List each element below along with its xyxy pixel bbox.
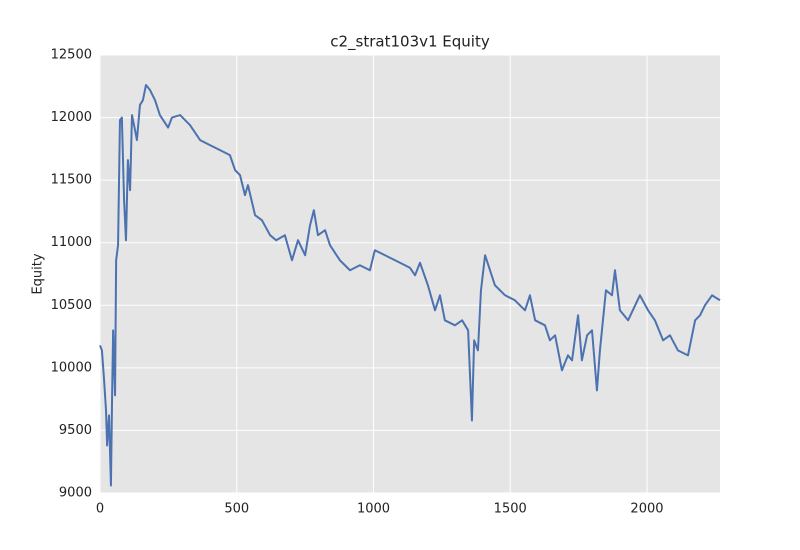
equity-line — [99, 84, 721, 487]
x-tick-label: 500 — [224, 502, 249, 517]
y-tick-label: 12000 — [51, 110, 92, 125]
y-axis-label: Equity — [31, 253, 46, 294]
x-tick-label: 1000 — [357, 502, 390, 517]
y-tick-label: 11000 — [51, 235, 92, 250]
y-tick-label: 9000 — [59, 486, 92, 501]
x-tick-label: 2000 — [630, 502, 663, 517]
y-tick-label: 10000 — [51, 360, 92, 375]
plot-area — [100, 55, 720, 493]
x-tick-label: 1500 — [494, 502, 527, 517]
y-tick-label: 10500 — [51, 298, 92, 313]
lines — [99, 84, 721, 487]
chart-title: c2_strat103v1 Equity — [330, 33, 490, 52]
y-tick-label: 9500 — [59, 423, 92, 438]
y-tick-label: 12500 — [51, 48, 92, 63]
x-tick-label: 0 — [96, 502, 104, 517]
grid — [99, 54, 720, 494]
y-tick-label: 11500 — [51, 173, 92, 188]
